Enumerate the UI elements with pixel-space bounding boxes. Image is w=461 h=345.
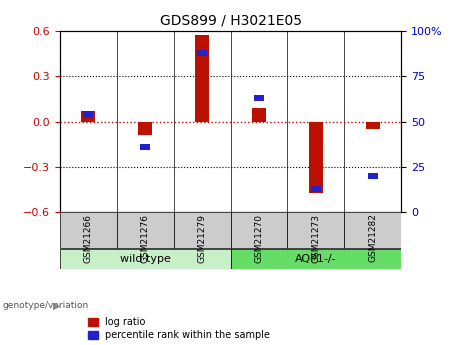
Bar — [138, 122, 152, 135]
Text: AQP1-/-: AQP1-/- — [295, 254, 337, 264]
Bar — [81, 111, 95, 122]
Text: GSM21266: GSM21266 — [84, 214, 93, 263]
Text: GSM21270: GSM21270 — [254, 214, 263, 263]
Bar — [311, 186, 321, 192]
Bar — [287, 213, 344, 248]
Bar — [344, 213, 401, 248]
Bar — [309, 122, 323, 193]
Text: GSM21279: GSM21279 — [198, 214, 207, 263]
Bar — [195, 35, 209, 122]
Text: wild type: wild type — [120, 254, 171, 264]
Legend: log ratio, percentile rank within the sample: log ratio, percentile rank within the sa… — [88, 317, 270, 340]
Bar — [367, 173, 378, 179]
Text: genotype/variation: genotype/variation — [2, 301, 89, 310]
Bar — [174, 213, 230, 248]
Bar — [60, 249, 230, 269]
Bar — [83, 111, 94, 118]
Title: GDS899 / H3021E05: GDS899 / H3021E05 — [160, 13, 301, 27]
Bar — [117, 213, 174, 248]
Bar — [197, 50, 207, 56]
Text: GSM21276: GSM21276 — [141, 214, 150, 263]
Bar — [252, 108, 266, 122]
Text: GSM21273: GSM21273 — [311, 214, 320, 263]
Text: ▶: ▶ — [53, 300, 60, 310]
Bar — [230, 213, 287, 248]
Text: GSM21282: GSM21282 — [368, 214, 377, 263]
Bar — [254, 95, 264, 101]
Bar — [366, 122, 380, 129]
Bar — [60, 213, 117, 248]
Bar — [140, 144, 150, 150]
Bar — [230, 249, 401, 269]
